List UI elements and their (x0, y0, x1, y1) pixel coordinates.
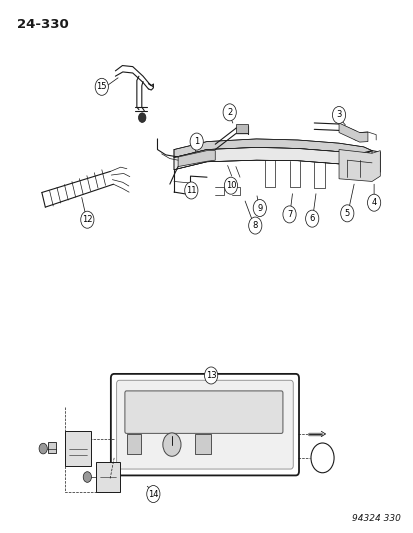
Text: 11: 11 (185, 186, 196, 195)
Circle shape (305, 210, 318, 227)
Text: 5: 5 (344, 209, 349, 218)
Circle shape (224, 177, 237, 194)
FancyBboxPatch shape (116, 380, 292, 469)
Circle shape (162, 433, 180, 456)
Text: 8: 8 (252, 221, 257, 230)
Text: 13: 13 (205, 371, 216, 380)
Text: 1: 1 (194, 137, 199, 146)
Polygon shape (178, 151, 215, 166)
Circle shape (190, 133, 203, 150)
Polygon shape (95, 462, 120, 492)
Circle shape (282, 206, 295, 223)
Circle shape (83, 472, 91, 482)
Circle shape (146, 486, 159, 503)
Text: 9: 9 (256, 204, 262, 213)
Text: 2: 2 (226, 108, 232, 117)
Text: 12: 12 (82, 215, 93, 224)
Polygon shape (64, 431, 91, 466)
Polygon shape (338, 150, 380, 181)
Polygon shape (173, 139, 371, 158)
Circle shape (340, 205, 353, 222)
Circle shape (223, 104, 236, 121)
Text: 94324 330: 94324 330 (351, 514, 400, 523)
Polygon shape (48, 442, 56, 453)
Polygon shape (173, 148, 371, 169)
Text: 10: 10 (225, 181, 235, 190)
Circle shape (310, 443, 333, 473)
Text: 24-330: 24-330 (17, 18, 69, 31)
Circle shape (95, 78, 108, 95)
Circle shape (248, 217, 261, 234)
Circle shape (204, 367, 217, 384)
Text: 7: 7 (286, 210, 292, 219)
Circle shape (138, 113, 145, 123)
Circle shape (39, 443, 47, 454)
Polygon shape (126, 434, 141, 454)
Circle shape (81, 211, 94, 228)
Polygon shape (235, 124, 248, 133)
Text: 6: 6 (309, 214, 314, 223)
Text: 3: 3 (335, 110, 341, 119)
FancyBboxPatch shape (125, 391, 282, 433)
FancyBboxPatch shape (111, 374, 298, 475)
Circle shape (332, 107, 345, 124)
Polygon shape (194, 434, 211, 454)
Text: 4: 4 (370, 198, 376, 207)
Circle shape (253, 199, 266, 216)
Text: 14: 14 (148, 489, 158, 498)
Circle shape (367, 194, 380, 211)
Circle shape (184, 182, 197, 199)
Text: 15: 15 (96, 82, 107, 91)
Polygon shape (338, 123, 367, 142)
